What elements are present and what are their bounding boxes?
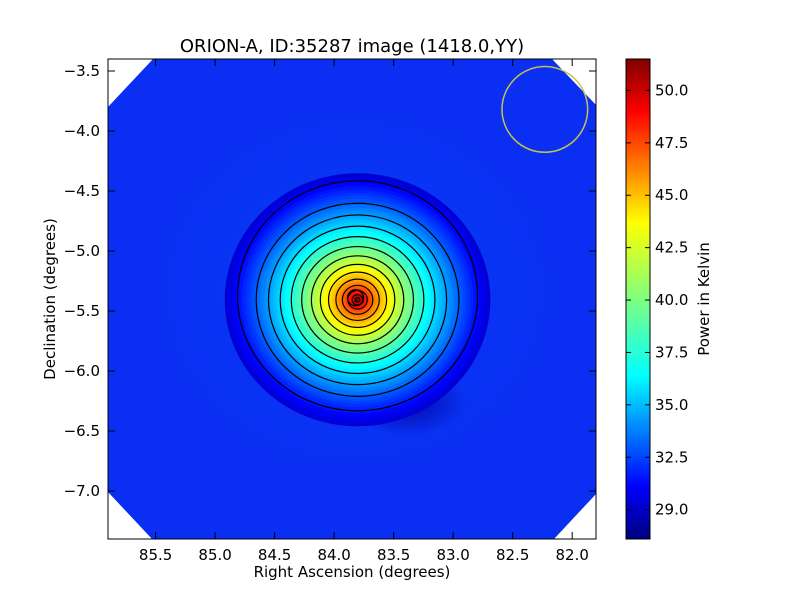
y-tick-label: −4.0: [64, 122, 100, 140]
source-emission: [224, 173, 491, 427]
y-tick-label: −4.5: [64, 182, 100, 200]
colorbar-tick-label: 37.5: [655, 343, 688, 361]
contour-peak: [346, 289, 365, 307]
colorbar-tick-label: 45.0: [655, 186, 688, 204]
x-tick-label: 83.5: [377, 546, 410, 564]
contour-line: [236, 180, 479, 412]
x-tick-label: 82.5: [496, 546, 529, 564]
contour-line: [301, 245, 415, 354]
heatmap-area: [108, 59, 596, 539]
contour-line: [327, 271, 388, 329]
masked-corner-top-left: [108, 59, 153, 107]
contour-line: [335, 278, 380, 322]
contour-line: [341, 284, 374, 315]
contour-line: [290, 236, 425, 364]
colorbar-tick-label: 40.0: [655, 291, 688, 309]
emission-ring: [355, 298, 360, 302]
x-axis-label: Right Ascension (degrees): [254, 563, 451, 581]
beam-circle: [501, 65, 589, 153]
colorbar-ticks: 29.0 32.5 35.0 37.5 40.0 42.5 45.0 47.5 50.0: [626, 81, 688, 519]
x-tick-label: 82.0: [555, 546, 588, 564]
colorbar-tick-label: 35.0: [655, 396, 688, 414]
chart-title: ORION-A, ID:35287 image (1418.0,YY): [180, 36, 524, 57]
colorbar-tick-label: 29.0: [655, 501, 688, 519]
x-tick-label: 84.5: [258, 546, 291, 564]
x-tick-label: 85.0: [198, 546, 231, 564]
contour-lines: [236, 180, 479, 412]
colorbar-tick-label: 50.0: [655, 81, 688, 99]
contour-line: [279, 225, 436, 375]
plot-frame: [107, 58, 597, 540]
y-tick-label: −3.5: [64, 62, 100, 80]
y-tick-label: −6.0: [64, 362, 100, 380]
contour-line: [267, 214, 448, 386]
colorbar-tick-label: 42.5: [655, 239, 688, 257]
y-tick-label: −6.5: [64, 422, 100, 440]
x-tick-label: 83.0: [436, 546, 469, 564]
masked-corner-bottom-right: [554, 494, 596, 539]
y-tick-label: −7.0: [64, 482, 100, 500]
colorbar-tick-label: 47.5: [655, 134, 688, 152]
contour-line: [354, 296, 361, 303]
x-tick-label: 85.5: [139, 546, 172, 564]
colorbar-tick-label: 32.5: [655, 448, 688, 466]
y-tick-label: −5.5: [64, 302, 100, 320]
x-axis: 85.5 85.0 84.5 84.0 83.5 83.0 82.5 82.0: [139, 59, 589, 564]
masked-corner-bottom-left: [108, 492, 152, 539]
y-axis-label: Declination (degrees): [41, 218, 59, 380]
contour-line: [255, 202, 460, 397]
colorbar-label: Power in Kelvin: [695, 242, 713, 356]
y-tick-label: −5.0: [64, 242, 100, 260]
x-tick-label: 84.0: [317, 546, 350, 564]
colorbar: [625, 58, 651, 540]
contour-line: [319, 263, 396, 336]
contour-line: [310, 255, 405, 345]
y-axis: −3.5 −4.0 −4.5 −5.0 −5.5 −6.0 −6.5 −7.0: [64, 62, 596, 500]
